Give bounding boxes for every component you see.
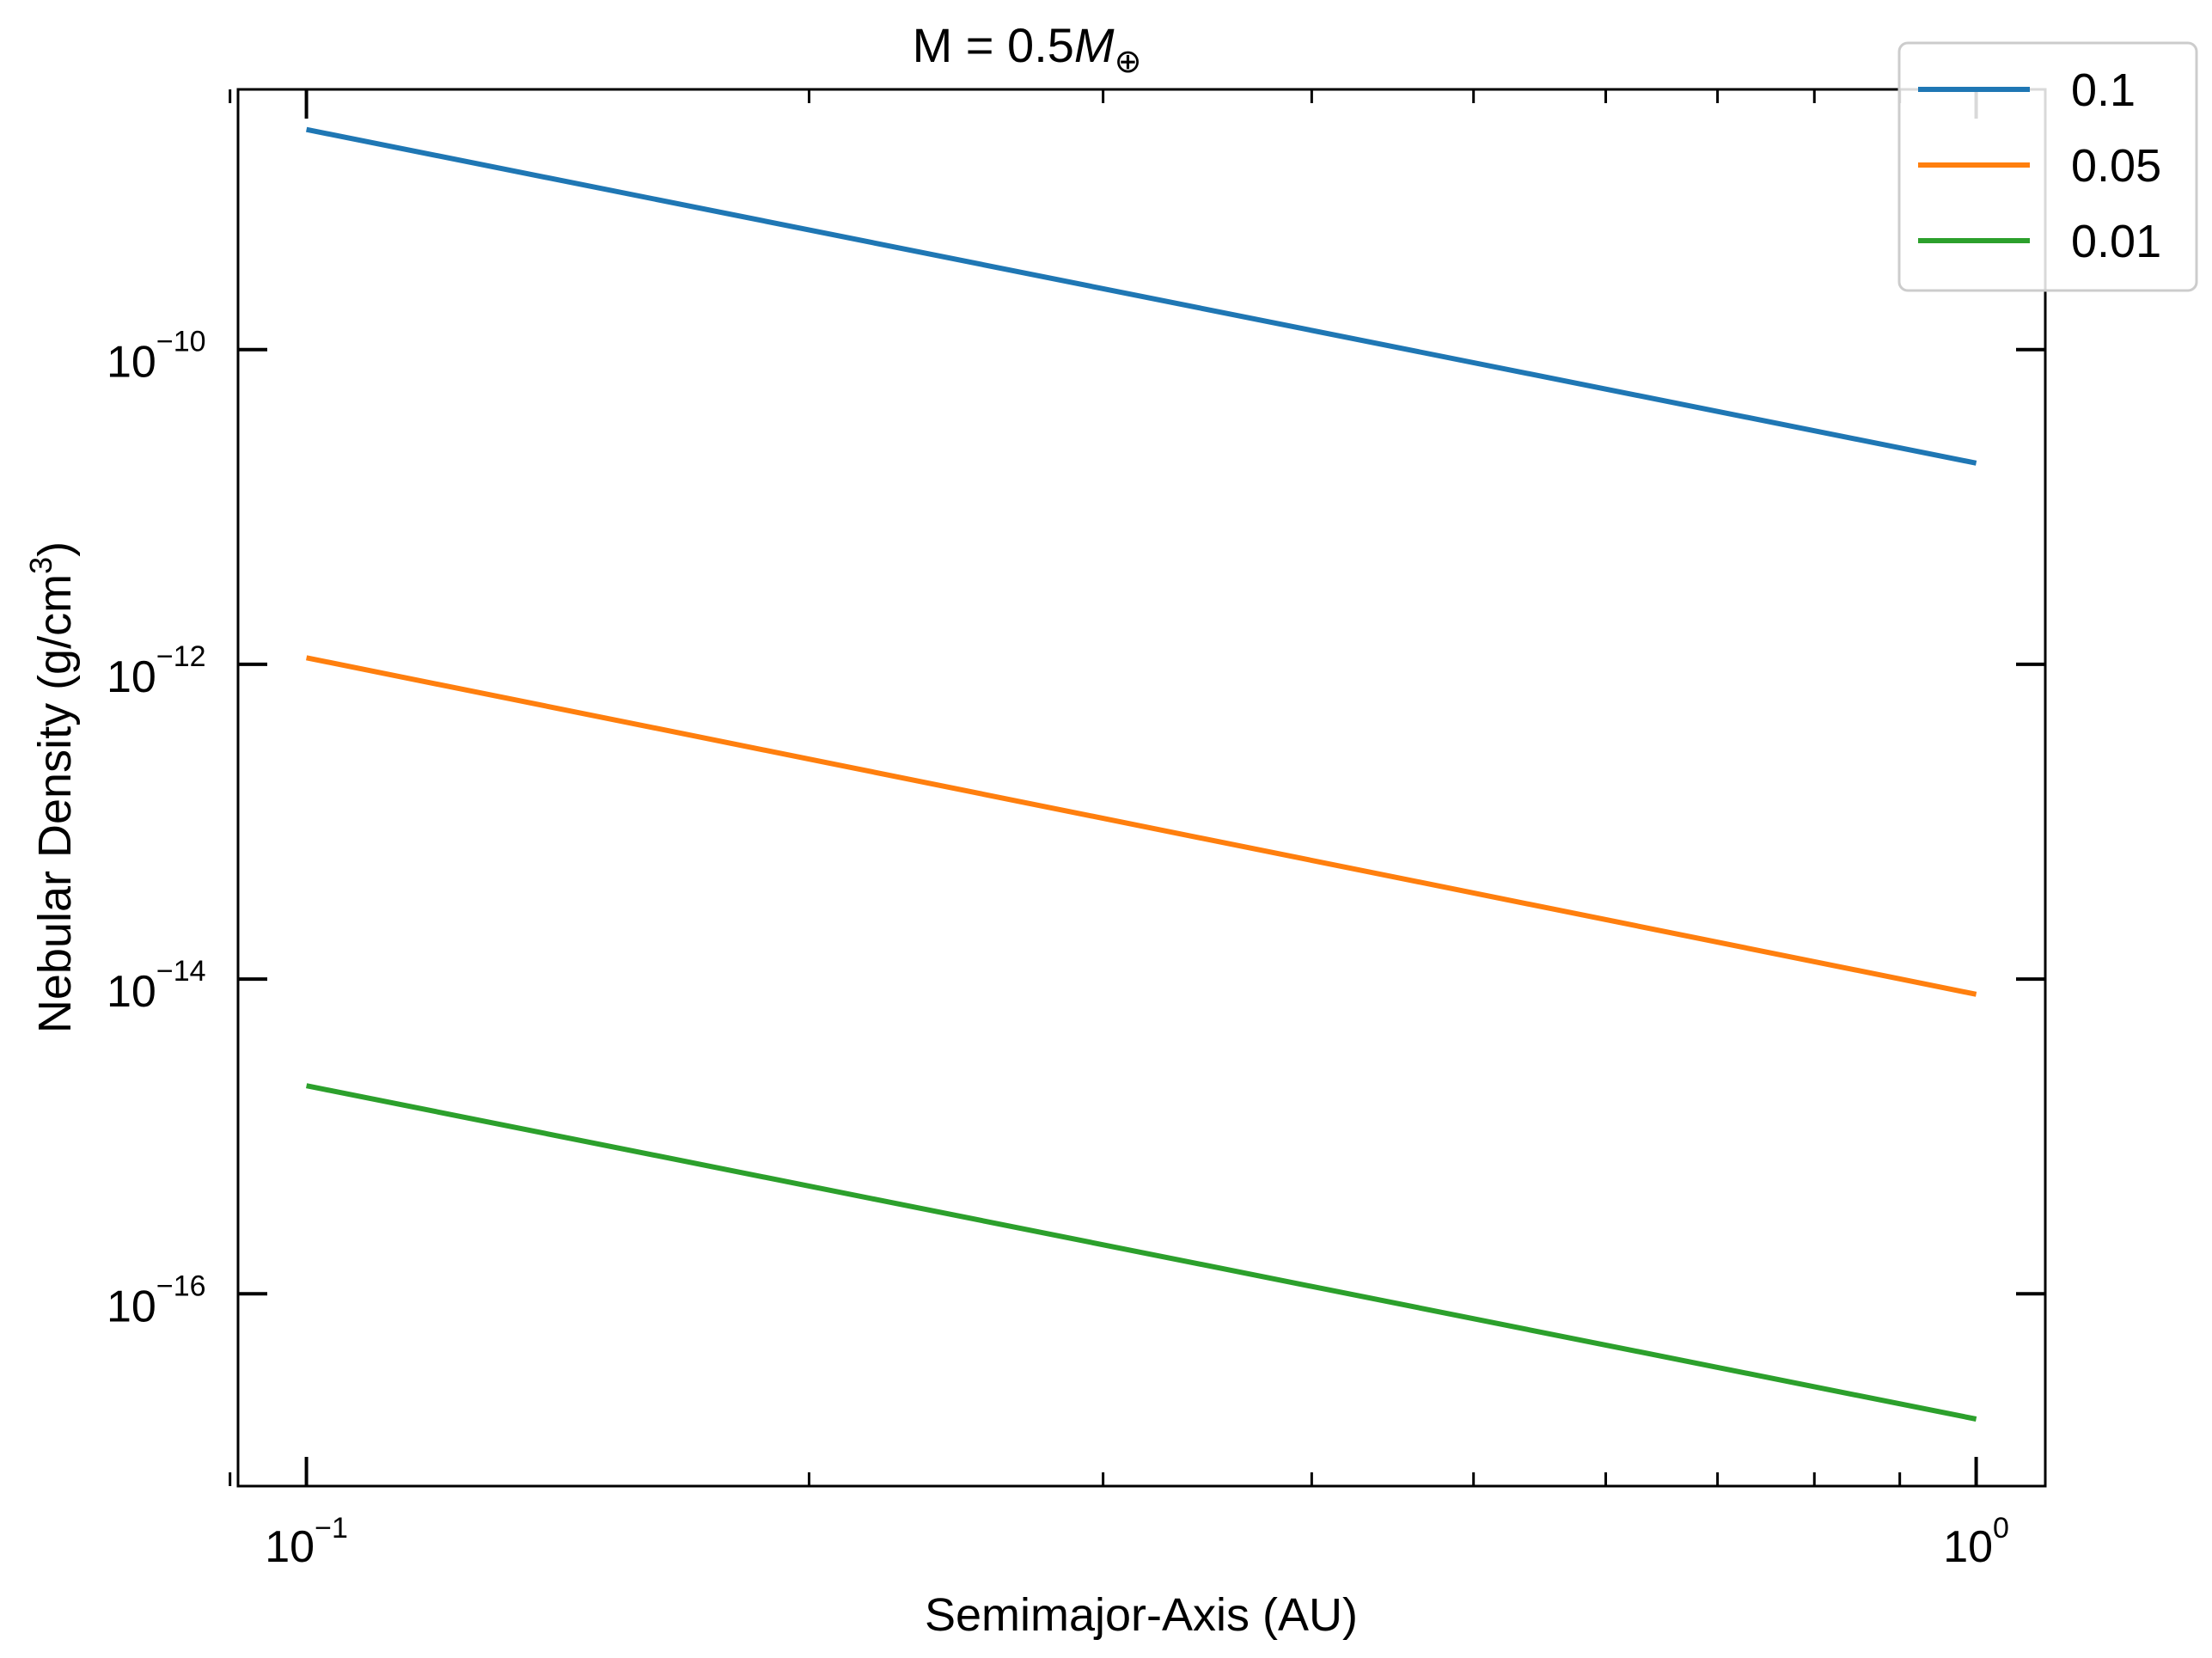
y-axis-title-prefix: Nebular Density (g/cm xyxy=(29,574,81,1033)
chart-title-prefix: M = 0.5 xyxy=(913,18,1074,72)
legend-label-0: 0.1 xyxy=(2071,64,2136,116)
legend-entries: 0.1 0.05 0.01 xyxy=(1918,64,2161,267)
x-tick-label-exp-0: −1 xyxy=(315,1512,348,1545)
x-tick-label-1: 100 xyxy=(1943,1512,2009,1572)
chart-title-symbol: M xyxy=(1074,18,1115,72)
legend-label-1: 0.05 xyxy=(2071,140,2161,192)
series-layer xyxy=(306,126,1977,1422)
y-tick-label-base-2: 10 xyxy=(107,967,156,1017)
y-axis-title-superscript: 3 xyxy=(23,557,58,574)
y-tick-label-base-3: 10 xyxy=(107,1282,156,1331)
y-axis-title: Nebular Density (g/cm3) xyxy=(23,541,81,1033)
chart-title-subscript: ⊕ xyxy=(1115,44,1142,80)
plot-area-frame xyxy=(236,88,2047,1488)
y-tick-label-exp-0: −10 xyxy=(156,326,206,358)
y-tick-label-base-0: 10 xyxy=(107,338,156,388)
chart-title: M = 0.5M⊕ xyxy=(913,18,1142,80)
x-axis-ticks: 10−1 100 xyxy=(229,89,2009,1572)
legend: 0.1 0.05 0.01 xyxy=(1897,41,2198,292)
y-tick-label-2: 10−14 xyxy=(107,955,206,1017)
x-tick-label-base-1: 10 xyxy=(1943,1522,1993,1572)
legend-box xyxy=(1897,41,2198,292)
series-line-2 xyxy=(306,1083,1977,1422)
series-line-1 xyxy=(306,655,1977,997)
y-axis-title-suffix: ) xyxy=(29,541,81,557)
y-tick-label-1: 10−12 xyxy=(107,640,206,702)
y-tick-label-exp-3: −16 xyxy=(156,1270,206,1302)
y-tick-label-0: 10−10 xyxy=(107,326,206,388)
y-tick-label-base-1: 10 xyxy=(107,652,156,702)
x-axis-title: Semimajor-Axis (AU) xyxy=(925,1589,1358,1641)
x-tick-label-base-0: 10 xyxy=(265,1522,315,1572)
legend-label-2: 0.01 xyxy=(2071,216,2161,267)
series-line-0 xyxy=(306,126,1977,466)
y-tick-label-exp-1: −12 xyxy=(156,640,206,673)
y-tick-label-exp-2: −14 xyxy=(156,955,206,988)
y-tick-label-3: 10−16 xyxy=(107,1270,206,1331)
x-tick-label-0: 10−1 xyxy=(265,1512,348,1572)
x-tick-label-exp-1: 0 xyxy=(1993,1512,2009,1545)
